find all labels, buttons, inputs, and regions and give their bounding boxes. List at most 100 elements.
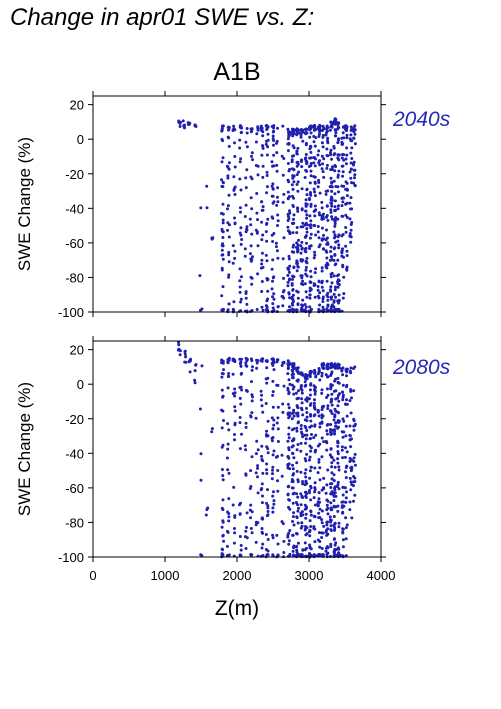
data-point [290,373,294,377]
data-point [348,170,352,174]
data-point [329,297,333,301]
data-point [296,421,300,425]
data-point [326,242,330,246]
x-axis-label: Z(m) [215,597,259,620]
data-point [286,266,290,270]
data-point [330,465,334,469]
data-point [344,466,348,469]
data-point [299,424,303,427]
data-point [271,216,275,220]
y-tick-label: -60 [65,481,84,496]
data-point [292,243,296,247]
data-point [313,253,317,257]
data-point [286,273,290,277]
data-point [221,533,225,537]
data-point [333,199,337,203]
data-point [227,260,231,264]
data-point [326,499,330,503]
data-point [312,401,316,405]
data-point [313,515,317,519]
data-point [292,472,296,476]
data-point [304,475,308,479]
data-point [326,551,330,555]
data-point [296,495,300,499]
data-point [244,176,248,180]
data-point [317,516,321,520]
data-point [341,247,344,251]
data-point [239,385,243,389]
data-point [303,471,307,475]
data-point [332,499,336,502]
data-point [226,447,230,451]
data-point [291,515,295,519]
data-point [317,511,321,515]
data-point [295,469,299,473]
data-point [320,488,324,492]
data-point [305,230,309,234]
data-point [287,392,291,396]
data-point [336,258,340,262]
data-point [271,533,275,537]
data-point [193,381,197,385]
data-point [332,179,336,183]
data-point [288,467,292,471]
data-point [220,253,224,257]
data-point [345,265,349,269]
data-point [290,283,294,287]
data-point [336,457,340,461]
data-point [349,207,352,211]
data-point [303,483,307,487]
data-point [317,161,321,165]
data-point [286,439,290,443]
data-point [345,450,349,454]
data-point [295,269,299,273]
data-point [353,128,357,132]
data-point [226,135,230,139]
data-point [318,303,322,307]
data-point [220,408,224,412]
data-point [325,545,329,549]
data-point [318,243,322,247]
data-point [333,205,337,209]
data-point [336,444,340,448]
data-point [321,145,325,149]
data-point [226,386,230,390]
data-point [324,249,328,253]
data-point [345,414,349,418]
data-point [227,253,231,257]
data-point [221,212,225,216]
data-point [221,395,225,399]
data-point [344,424,348,428]
data-point [310,433,313,436]
data-point [260,527,264,530]
data-point [239,548,243,552]
data-point [349,128,353,132]
data-point [299,371,303,375]
data-point [321,531,325,535]
data-point [350,146,354,150]
y-axis-label-2040s: SWE Change (%) [15,137,34,271]
data-point [300,129,304,133]
data-point [312,525,316,529]
data-point [245,511,249,515]
data-point [322,476,326,480]
data-point [276,440,280,443]
data-point [318,540,322,543]
data-point [296,189,300,193]
data-point [239,402,243,406]
data-point [321,305,325,309]
data-point [291,501,295,505]
data-point [308,280,312,284]
data-point [325,396,329,399]
data-point [290,183,294,187]
data-point [265,305,269,309]
data-point [325,163,329,167]
data-point [325,236,329,240]
data-point [322,486,326,490]
data-point [292,154,296,158]
data-point [256,218,259,222]
data-point [254,540,258,544]
data-point [295,461,299,465]
data-point [304,441,307,445]
data-point [313,250,317,254]
